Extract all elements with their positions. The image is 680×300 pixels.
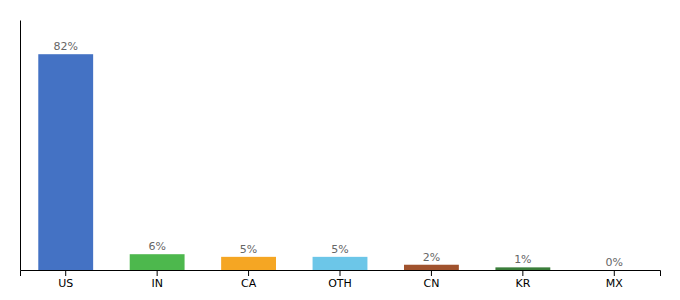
data-labels: 82% 6% 5% 5% 2% 1% 0% [53, 40, 623, 269]
bar [38, 54, 93, 270]
x-tick: CN [423, 270, 439, 290]
x-axis: US IN CA OTH CN KR MX [21, 270, 661, 290]
x-tick-label: IN [151, 277, 162, 290]
x-tick-label: CA [241, 277, 257, 290]
y-axis [20, 21, 21, 271]
bar [221, 257, 276, 270]
chart: US IN CA OTH CN KR MX 82% 6% 5% 5% 2% 1% 0% [0, 0, 680, 300]
x-tick-label: OTH [328, 277, 352, 290]
x-tick: MX [606, 270, 623, 290]
x-tick-mark [340, 270, 341, 276]
bar [130, 254, 185, 270]
x-tick-mark [431, 270, 432, 276]
x-tick-mark [157, 270, 158, 276]
x-tick-label: US [58, 277, 73, 290]
data-label: 82% [53, 40, 77, 53]
x-tick: KR [515, 270, 530, 290]
x-tick-mark [248, 270, 249, 276]
bar [313, 257, 368, 270]
data-label: 2% [423, 251, 440, 264]
x-tick-mark [614, 270, 615, 276]
x-tick-mark [65, 270, 66, 276]
data-label: 5% [240, 243, 257, 256]
bar [404, 265, 459, 270]
data-label: 0% [606, 256, 623, 269]
x-tick-label: KR [515, 277, 530, 290]
y-axis-line [20, 21, 21, 271]
bar [495, 267, 550, 270]
x-axis-line [21, 271, 661, 277]
x-tick: IN [151, 270, 162, 290]
x-tick-label: MX [606, 277, 623, 290]
x-tick: OTH [328, 270, 352, 290]
bar [587, 270, 642, 271]
bars [38, 54, 550, 270]
data-label: 5% [331, 243, 348, 256]
x-tick: CA [241, 270, 257, 290]
x-tick: US [58, 270, 73, 290]
plot: US IN CA OTH CN KR MX 82% 6% 5% 5% 2% 1% 0% [21, 21, 661, 290]
x-tick-mark [522, 270, 523, 276]
x-tick-label: CN [423, 277, 439, 290]
data-label: 6% [148, 240, 165, 253]
data-label: 1% [514, 253, 531, 266]
